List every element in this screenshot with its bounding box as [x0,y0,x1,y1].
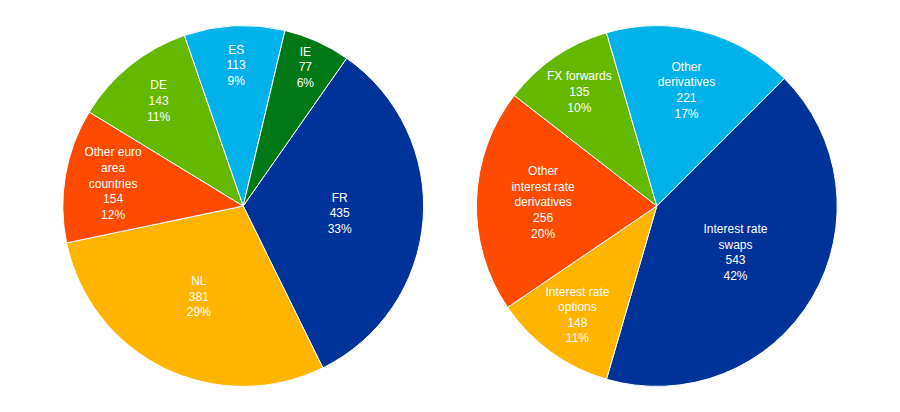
svg-text:Other euroareacountries15412%: Other euroareacountries15412% [84,145,142,221]
svg-text:Interest rateswaps54342%: Interest rateswaps54342% [703,222,767,283]
svg-text:DE14311%: DE14311% [147,78,170,123]
svg-text:FX forwards13510%: FX forwards13510% [547,69,612,114]
svg-text:Otherinterest ratederivatives2: Otherinterest ratederivatives25620% [511,164,575,240]
svg-text:Otherderivatives22117%: Otherderivatives22117% [658,60,715,121]
svg-text:FR43533%: FR43533% [328,191,352,236]
svg-text:ES1139%: ES1139% [227,43,246,88]
svg-text:IE776%: IE776% [297,45,315,90]
svg-text:Interest rateoptions14811%: Interest rateoptions14811% [545,285,609,346]
svg-text:NL38129%: NL38129% [187,274,211,319]
